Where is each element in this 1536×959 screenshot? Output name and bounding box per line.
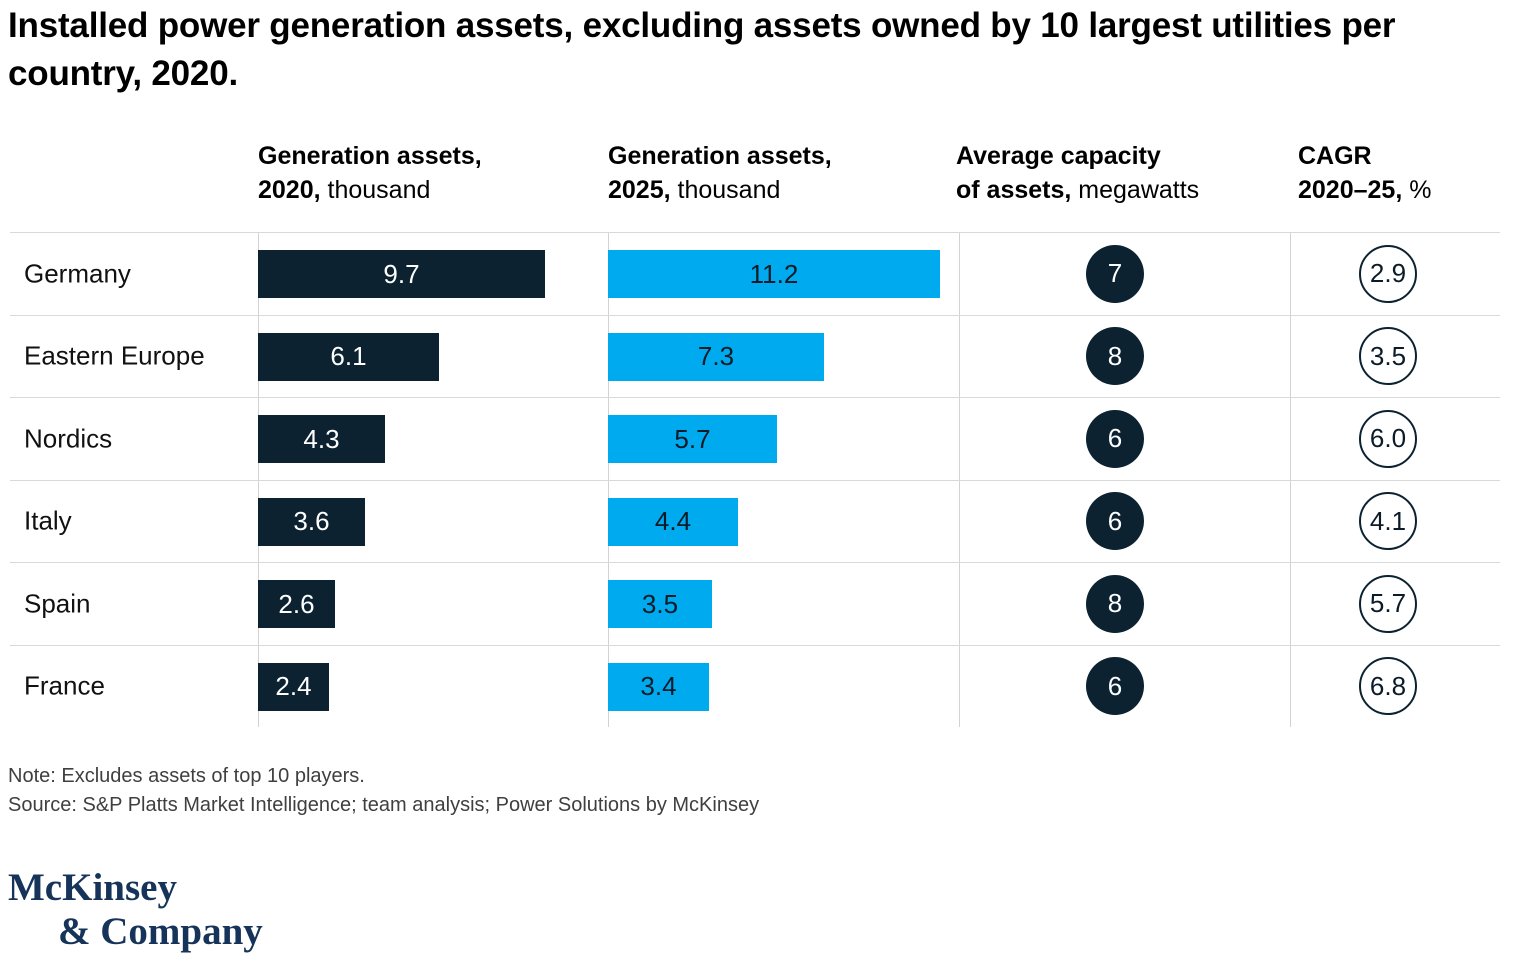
- chart-title: Installed power generation assets, exclu…: [8, 6, 1396, 94]
- cagr-circle-value: 6.0: [1369, 423, 1407, 454]
- bar-value-label: 3.4: [640, 671, 677, 701]
- cagr-circle: 6.0: [1359, 409, 1417, 468]
- column-header-bold: Generation assets,: [258, 142, 482, 170]
- table-row: Nordics 4.3 5.7 6 6.0: [10, 397, 1500, 480]
- row-label: Spain: [24, 588, 91, 619]
- bar-gen-2020: 2.4: [258, 662, 329, 711]
- capacity-circle: 6: [1086, 409, 1144, 468]
- cagr-circle-value: 3.5: [1369, 340, 1407, 371]
- bar-gen-2025: 3.5: [608, 580, 712, 628]
- table-row: Italy 3.6 4.4 6 4.1: [10, 479, 1500, 563]
- capacity-circle: 8: [1086, 574, 1144, 633]
- bar-value-label: 6.1: [330, 341, 367, 371]
- cagr-circle: 3.5: [1359, 327, 1417, 386]
- column-header-gen-2020: Generation assets, 2020, thousand: [258, 140, 588, 208]
- bar-gen-2020: 3.6: [258, 497, 365, 546]
- row-label: Nordics: [24, 423, 113, 454]
- bar-value-label: 3.6: [293, 506, 330, 536]
- cagr-circle: 2.9: [1359, 244, 1417, 303]
- row-label: Germany: [24, 258, 131, 289]
- capacity-circle: 6: [1086, 657, 1144, 716]
- cagr-circle: 6.8: [1359, 657, 1417, 716]
- column-header-bold: 2020,: [258, 175, 321, 204]
- capacity-circle-value: 8: [1107, 340, 1123, 371]
- mckinsey-logo: McKinsey & Company: [8, 866, 263, 953]
- capacity-circle: 8: [1086, 327, 1144, 386]
- bar-value-label: 4.3: [303, 423, 340, 454]
- logo-line2: & Company: [58, 909, 263, 953]
- cagr-circle-value: 2.9: [1369, 258, 1407, 289]
- column-header-gen-2025: Generation assets, 2025, thousand: [608, 140, 938, 208]
- row-label: Eastern Europe: [24, 340, 205, 371]
- table-row: Spain 2.6 3.5 8 5.7: [10, 562, 1500, 645]
- capacity-circle-value: 6: [1107, 505, 1123, 536]
- bar-value-label: 3.5: [641, 588, 679, 619]
- capacity-circle: 7: [1086, 244, 1144, 303]
- bar-value-label: 9.7: [383, 258, 420, 289]
- bar-gen-2025: 7.3: [608, 332, 824, 381]
- column-header-bold: Generation assets,: [608, 142, 832, 170]
- capacity-circle-value: 7: [1107, 258, 1123, 289]
- cagr-circle-value: 6.8: [1369, 670, 1407, 701]
- column-header-unit: megawatts: [1078, 175, 1200, 204]
- bar-value-label: 11.2: [749, 258, 799, 289]
- column-header-bold: 2025,: [608, 175, 671, 204]
- bar-gen-2020: 4.3: [258, 415, 385, 463]
- table-row: Germany 9.7 11.2 7 2.9: [10, 232, 1500, 315]
- column-header-bold: 2020–25,: [1298, 175, 1403, 204]
- capacity-circle: 6: [1086, 492, 1144, 551]
- capacity-circle-value: 6: [1107, 670, 1123, 701]
- cagr-circle-value: 4.1: [1369, 505, 1407, 536]
- bar-gen-2025: 11.2: [608, 250, 940, 298]
- column-header-bold: of assets,: [956, 175, 1072, 204]
- cagr-circle: 4.1: [1359, 492, 1417, 551]
- cagr-circle: 5.7: [1359, 574, 1417, 633]
- bar-gen-2020: 2.6: [258, 580, 335, 628]
- column-header-unit: %: [1409, 175, 1432, 204]
- table-row: France 2.4 3.4 6 6.8: [10, 644, 1500, 728]
- logo-line1: McKinsey: [8, 866, 177, 909]
- bar-gen-2025: 4.4: [608, 497, 738, 546]
- capacity-circle-value: 6: [1107, 423, 1123, 454]
- bar-gen-2020: 9.7: [258, 250, 545, 298]
- bar-gen-2025: 5.7: [608, 415, 777, 463]
- capacity-circle-value: 8: [1107, 588, 1123, 619]
- bar-value-label: 7.3: [697, 341, 735, 371]
- bar-value-label: 5.7: [674, 423, 711, 454]
- column-header-bold: CAGR: [1298, 142, 1372, 170]
- bar-gen-2025: 3.4: [608, 662, 709, 711]
- notes-block: Note: Excludes assets of top 10 players.…: [8, 762, 759, 820]
- column-header-unit: thousand: [327, 175, 431, 204]
- table-row: Eastern Europe 6.1 7.3 8 3.5: [10, 314, 1500, 398]
- column-header-unit: thousand: [677, 175, 781, 204]
- table-rows: Germany 9.7 11.2 7 2.9 Eastern Europe 6.1 7.3 8 3…: [10, 232, 1500, 727]
- chart-table: Germany 9.7 11.2 7 2.9 Eastern Europe 6.1 7.3 8 3…: [10, 232, 1500, 727]
- row-label: Italy: [24, 505, 72, 536]
- column-header-capacity: Average capacity of assets, megawatts: [956, 140, 1286, 208]
- cagr-circle-value: 5.7: [1369, 588, 1407, 619]
- bar-gen-2020: 6.1: [258, 332, 439, 381]
- note-text: Note: Excludes assets of top 10 players.: [8, 765, 365, 787]
- bar-value-label: 2.4: [275, 671, 312, 701]
- row-label: France: [24, 670, 105, 701]
- column-header-bold: Average capacity: [956, 142, 1161, 170]
- source-text: Source: S&P Platts Market Intelligence; …: [8, 794, 760, 816]
- bar-value-label: 2.6: [278, 588, 315, 619]
- bar-value-label: 4.4: [654, 506, 692, 536]
- column-header-cagr: CAGR 2020–25, %: [1298, 140, 1536, 208]
